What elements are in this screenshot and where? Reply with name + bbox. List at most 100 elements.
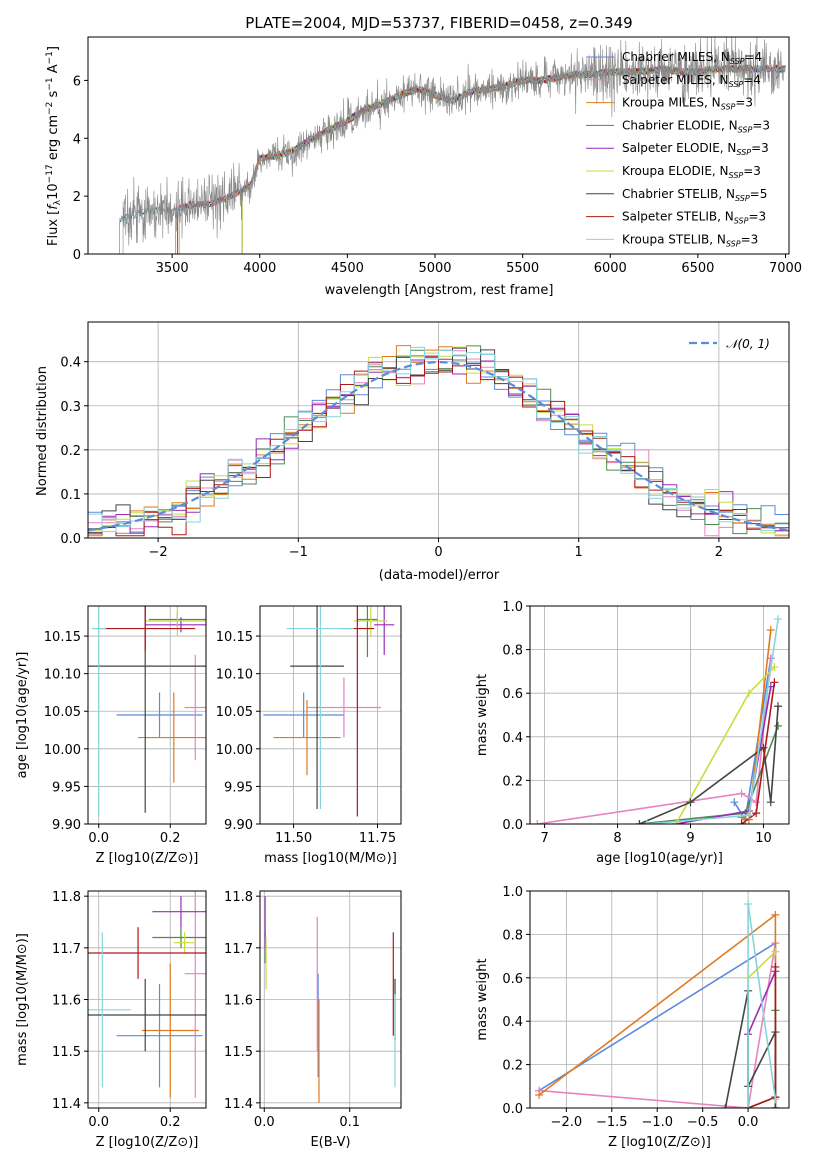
y-tick-label: 4 — [73, 132, 81, 147]
y-tick-label: 0.2 — [502, 1059, 523, 1074]
y-tick-label: 11.8 — [52, 890, 81, 905]
mass-weight-marker-kroupa-stelib — [744, 900, 753, 909]
y-tick-label: 10.10 — [216, 668, 253, 683]
errorbar-plot-area — [88, 606, 206, 817]
mass-weight-marker-kroupa-miles — [766, 625, 775, 634]
x-tick-label: 3500 — [156, 261, 189, 276]
axes-frame — [259, 605, 402, 825]
x-tick-label: 8 — [613, 831, 621, 846]
axes-frame — [259, 890, 402, 1109]
spectrum-ylabel: Flux [fλ10−17 erg cm−2 s−1 A−1] — [45, 46, 63, 246]
y-tick-label: 0.4 — [502, 1015, 523, 1030]
legend-label-chabrier-elodie: Chabrier ELODIE, NSSP=3 — [622, 118, 770, 134]
mass-weight-marker-salpeter-miles — [737, 789, 746, 798]
mass-vs-metallicity-panel: 0.0 0.2 11.4 11.5 11.6 11.7 11.8 Z [log10(Z/Z⊙)… — [15, 890, 207, 1150]
x-tick-label: −1.5 — [596, 1115, 628, 1130]
legend-label-kroupa-miles: Kroupa MILES, NSSP=3 — [622, 96, 753, 112]
x-tick-label: 2 — [715, 545, 723, 560]
mass-weight-marker-kroupa-elodie — [744, 689, 753, 698]
mass-weight-marker-kroupa-stelib — [774, 615, 783, 624]
mass-weight-line-kroupa-miles — [741, 629, 772, 821]
axes-frame — [87, 36, 790, 255]
mass-weight-marker-kroupa-stelib — [744, 811, 753, 820]
mass-weight-plot-area — [535, 900, 780, 1108]
x-axis-label: Z [log10(Z/Z⊙)] — [96, 1135, 199, 1150]
histogram-plot-area — [88, 345, 789, 537]
mass-weight-marker-salpeter-miles — [533, 820, 542, 824]
mass-weight-marker-salpeter-miles — [752, 798, 761, 807]
y-tick-label: 0.8 — [502, 928, 523, 943]
x-tick-label: −0.5 — [687, 1115, 719, 1130]
mass-weight-marker-chabrier-stelib — [771, 1104, 780, 1108]
mass-weight-marker-salpeter-stelib — [771, 962, 780, 971]
y-tick-label: 9.90 — [52, 818, 81, 833]
histogram-xlabel: (data-model)/error — [379, 568, 500, 583]
legend-label-salpeter-elodie: Salpeter ELODIE, NSSP=3 — [622, 141, 769, 157]
errorbar-plot-area — [263, 606, 395, 817]
mass-weight-plot-area — [533, 615, 783, 824]
axes-frame — [529, 605, 790, 825]
legend-label-kroupa-elodie: Kroupa ELODIE, NSSP=3 — [622, 164, 761, 180]
x-tick-label: 4500 — [331, 261, 364, 276]
y-tick-label: 10.05 — [44, 705, 81, 720]
y-tick-label: 0.6 — [502, 972, 523, 987]
x-tick-label: 7000 — [769, 261, 802, 276]
x-tick-label: 4000 — [243, 261, 276, 276]
mass-weight-line-salpeter-miles — [539, 942, 777, 1108]
x-tick-label: 11.50 — [275, 831, 312, 846]
mass-weight-marker-chabrier-stelib — [774, 702, 783, 711]
legend-label-salpeter-miles: Salpeter MILES, NSSP=4 — [622, 73, 761, 89]
errorbar-plot-area — [264, 896, 396, 1103]
y-tick-label: 11.5 — [52, 1045, 81, 1060]
y-axis-label: mass weight — [475, 674, 490, 756]
y-tick-label: 11.8 — [224, 890, 253, 905]
mass-weight-marker-salpeter-stelib — [752, 809, 761, 818]
mass-weight-marker-chabrier-stelib — [686, 798, 695, 807]
x-tick-label: 5500 — [506, 261, 539, 276]
y-axis-label: mass weight — [475, 958, 490, 1040]
residual-histogram-panel: (data-model)/error Normed distribution −… — [35, 321, 790, 583]
y-tick-label: 10.10 — [44, 668, 81, 683]
observed-spectrum — [122, 37, 784, 254]
y-tick-label: 0.0 — [502, 1102, 523, 1117]
x-tick-label: 9 — [686, 831, 694, 846]
y-tick-label: 0.0 — [502, 818, 523, 833]
model-spectrum-chabrier-elodie — [241, 63, 786, 254]
y-axis-label: age [log10(age/yr)] — [15, 652, 30, 779]
x-tick-label: 0.2 — [160, 1115, 181, 1130]
y-tick-label: 11.5 — [224, 1045, 253, 1060]
y-tick-label: 10.15 — [216, 630, 253, 645]
x-tick-label: 0.0 — [88, 1115, 109, 1130]
x-tick-label: 10 — [755, 831, 772, 846]
x-tick-label: 0 — [434, 545, 442, 560]
y-tick-label: 0.1 — [60, 488, 81, 503]
y-tick-label: 0.6 — [502, 687, 523, 702]
mass-weight-marker-chabrier-stelib — [635, 820, 644, 824]
mass-weight-marker-chabrier-miles — [730, 798, 739, 807]
y-tick-label: 11.4 — [224, 1097, 253, 1112]
x-tick-label: 11.75 — [359, 831, 396, 846]
mass-weight-marker-salpeter-stelib — [737, 820, 746, 824]
spectrum-xlabel: wavelength [Angstrom, rest frame] — [325, 283, 554, 298]
mass-weight-marker-chabrier-elodie — [774, 721, 783, 730]
y-axis-label: mass [log10(M/M⊙)] — [15, 933, 30, 1066]
histogram-ylabel: Normed distribution — [35, 366, 50, 496]
mass-weight-marker-chabrier-stelib — [759, 743, 768, 752]
mass-weight-marker-kroupa-miles — [535, 1090, 544, 1099]
y-tick-label: 2 — [73, 190, 81, 205]
y-tick-label: 9.95 — [52, 780, 81, 795]
axes-frame — [87, 605, 207, 825]
x-axis-label: Z [log10(Z/Z⊙)] — [96, 851, 199, 866]
x-tick-label: 7 — [540, 831, 548, 846]
legend-label-salpeter-stelib: Salpeter STELIB, NSSP=3 — [622, 210, 766, 226]
axes-frame — [87, 890, 207, 1109]
y-tick-label: 9.90 — [224, 818, 253, 833]
spectrum-panel: PLATE=2004, MJD=53737, FIBERID=0458, z=0… — [45, 14, 802, 298]
x-tick-label: 6500 — [681, 261, 714, 276]
mass-weight-marker-kroupa-miles — [771, 910, 780, 919]
mass-weight-line-salpeter-miles — [537, 658, 772, 824]
spectrum-title: PLATE=2004, MJD=53737, FIBERID=0458, z=0… — [245, 14, 632, 32]
axes-frame — [87, 321, 790, 539]
y-tick-label: 10.05 — [216, 705, 253, 720]
age-vs-metallicity-panel: 0.0 0.2 9.90 9.95 10.00 10.05 10.10 10.15 Z [log… — [15, 605, 207, 866]
